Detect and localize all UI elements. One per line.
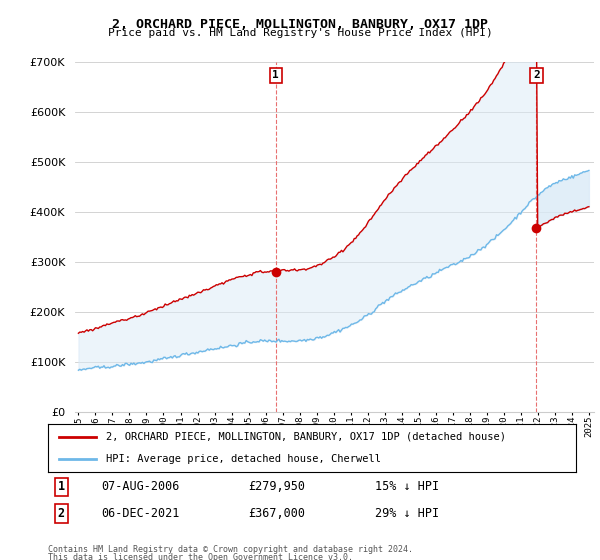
Text: HPI: Average price, detached house, Cherwell: HPI: Average price, detached house, Cher… <box>106 454 381 464</box>
Text: 2, ORCHARD PIECE, MOLLINGTON, BANBURY, OX17 1DP: 2, ORCHARD PIECE, MOLLINGTON, BANBURY, O… <box>112 18 488 31</box>
Text: 29% ↓ HPI: 29% ↓ HPI <box>376 507 439 520</box>
Text: Price paid vs. HM Land Registry's House Price Index (HPI): Price paid vs. HM Land Registry's House … <box>107 28 493 38</box>
Text: 2: 2 <box>58 507 65 520</box>
Text: 15% ↓ HPI: 15% ↓ HPI <box>376 480 439 493</box>
Text: 07-AUG-2006: 07-AUG-2006 <box>101 480 179 493</box>
Text: 2: 2 <box>533 71 540 80</box>
Text: 2, ORCHARD PIECE, MOLLINGTON, BANBURY, OX17 1DP (detached house): 2, ORCHARD PIECE, MOLLINGTON, BANBURY, O… <box>106 432 506 442</box>
Text: £367,000: £367,000 <box>248 507 305 520</box>
Text: Contains HM Land Registry data © Crown copyright and database right 2024.: Contains HM Land Registry data © Crown c… <box>48 545 413 554</box>
Text: 06-DEC-2021: 06-DEC-2021 <box>101 507 179 520</box>
Text: 1: 1 <box>272 71 279 80</box>
Text: £279,950: £279,950 <box>248 480 305 493</box>
Text: This data is licensed under the Open Government Licence v3.0.: This data is licensed under the Open Gov… <box>48 553 353 560</box>
Text: 1: 1 <box>58 480 65 493</box>
